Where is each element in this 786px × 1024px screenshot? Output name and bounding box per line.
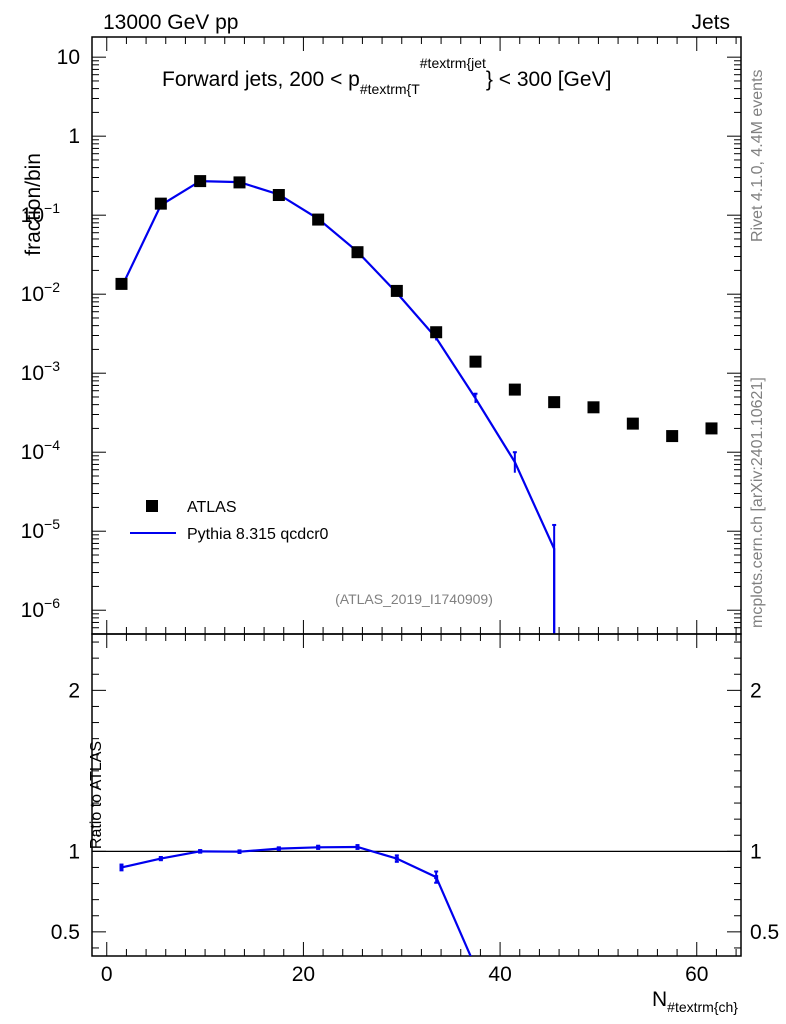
ratio-xlabel: N#textrm{ch} (652, 988, 738, 1015)
ratio-data-point (474, 965, 478, 969)
atlas-data-point (508, 383, 521, 396)
ratio-ylabel: Ratio to ATLAS (88, 741, 105, 849)
ratio-data-point (198, 849, 203, 854)
main-y-tick-label: 10−1 (21, 200, 61, 227)
main-y-tick-label: 10−3 (21, 358, 61, 385)
mcplots-label: mcplots.cern.ch [arXiv:2401.10621] (749, 377, 766, 628)
legend-label-atlas: ATLAS (187, 499, 237, 516)
legend-label-pythia: Pythia 8.315 qcdcr0 (187, 526, 329, 543)
ratio-x-tick-label: 40 (488, 963, 511, 986)
atlas-data-point (469, 355, 482, 368)
ratio-y-tick-label-right: 1 (750, 840, 762, 863)
atlas-data-point (351, 246, 364, 259)
atlas-data-point (154, 197, 167, 210)
main-y-tick-label: 10 (57, 46, 80, 69)
main-frame (91, 36, 742, 635)
plot-title: Forward jets, 200 < p#textrm{T#textrm{je… (162, 55, 611, 97)
main-y-tick-label: 10−4 (21, 437, 61, 464)
main-ylabel: fraction/bin (22, 153, 45, 256)
energy-title: 13000 GeV pp (103, 11, 238, 34)
atlas-data-point (233, 176, 246, 189)
ratio-data-point (355, 845, 360, 850)
main-y-tick-label: 10−2 (21, 279, 61, 306)
main-panel: 10 1 10−1 10−2 10−3 10−4 10−5 10−6 (21, 36, 742, 635)
ratio-data-point (316, 845, 321, 850)
rivet-label: Rivet 4.1.0, 4.4M events (749, 69, 766, 242)
ratio-frame (91, 633, 742, 957)
atlas-data-point (390, 284, 403, 297)
ratio-data-point (276, 846, 281, 851)
ratio-y-tick-label: 0.5 (51, 921, 80, 944)
ratio-data-point (434, 875, 439, 880)
legend: ATLAS Pythia 8.315 qcdcr0 (130, 499, 329, 543)
atlas-data-point (626, 417, 639, 430)
ratio-data-point (158, 856, 163, 861)
atlas-data-point (115, 277, 128, 290)
process-title: Jets (691, 11, 730, 34)
ratio-data (119, 844, 478, 969)
ratio-y-tick-label-right: 2 (750, 679, 762, 702)
ratio-y-tick-label: 2 (68, 679, 80, 702)
ratio-x-tick-label: 60 (685, 963, 708, 986)
ratio-line (121, 845, 472, 956)
atlas-data-point (312, 213, 325, 226)
ratio-x-tick-label: 20 (292, 963, 315, 986)
legend-marker-atlas (146, 500, 158, 512)
analysis-watermark: (ATLAS_2019_I1740909) (335, 591, 493, 607)
atlas-data-point (194, 175, 207, 188)
atlas-data-point (548, 396, 561, 409)
ratio-y-tick-label-right: 0.5 (750, 921, 779, 944)
ratio-data-point (119, 865, 124, 870)
main-data (115, 175, 718, 634)
main-y-tick-label: 1 (68, 125, 80, 148)
main-y-tick-label: 10−5 (21, 516, 61, 543)
ratio-data-point (394, 856, 399, 861)
atlas-data-point (272, 189, 285, 202)
pythia-line (120, 179, 556, 634)
ratio-panel: 0 20 40 60 2 2 1 1 0.5 0.5 (51, 633, 779, 986)
atlas-data-point (430, 326, 443, 339)
atlas-data-point (587, 401, 600, 414)
atlas-data-point (666, 430, 679, 443)
atlas-data-point (705, 422, 718, 435)
ratio-y-tick-label: 1 (68, 840, 80, 863)
main-y-tick-label: 10−6 (21, 595, 61, 622)
ratio-x-tick-label: 0 (101, 963, 113, 986)
ratio-data-point (237, 849, 242, 854)
